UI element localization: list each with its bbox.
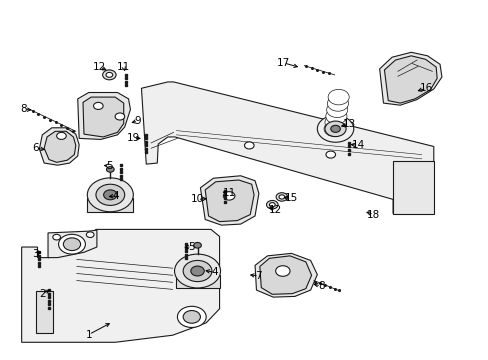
Text: 2: 2 <box>39 289 45 298</box>
Text: 16: 16 <box>419 83 432 93</box>
Circle shape <box>327 89 348 105</box>
Polygon shape <box>78 93 130 139</box>
Circle shape <box>174 254 220 288</box>
Polygon shape <box>87 198 133 212</box>
Circle shape <box>190 266 204 276</box>
Polygon shape <box>36 291 53 333</box>
Circle shape <box>266 201 278 209</box>
Circle shape <box>63 238 81 251</box>
Text: 14: 14 <box>351 140 365 150</box>
Circle shape <box>86 232 94 238</box>
Text: 6: 6 <box>33 143 39 153</box>
Polygon shape <box>392 161 433 213</box>
Circle shape <box>106 167 114 172</box>
Text: 13: 13 <box>342 119 355 129</box>
Circle shape <box>53 234 61 240</box>
Text: 17: 17 <box>277 58 290 68</box>
Polygon shape <box>40 128 79 165</box>
Circle shape <box>57 132 66 139</box>
Circle shape <box>244 142 254 149</box>
Circle shape <box>193 242 201 248</box>
Circle shape <box>93 102 103 109</box>
Circle shape <box>106 72 112 77</box>
Text: 5: 5 <box>106 161 112 171</box>
Text: 8: 8 <box>20 104 27 114</box>
Circle shape <box>325 108 346 124</box>
Polygon shape <box>21 229 219 342</box>
Circle shape <box>325 115 346 130</box>
Circle shape <box>317 116 353 142</box>
Polygon shape <box>141 82 433 213</box>
Circle shape <box>326 102 347 118</box>
Polygon shape <box>44 131 76 162</box>
Circle shape <box>330 125 340 132</box>
Circle shape <box>325 151 335 158</box>
Circle shape <box>325 121 346 136</box>
Circle shape <box>115 113 124 120</box>
Circle shape <box>276 193 287 201</box>
Circle shape <box>103 190 117 200</box>
Circle shape <box>102 70 116 80</box>
Polygon shape <box>205 180 254 222</box>
Text: 3: 3 <box>32 249 39 259</box>
Circle shape <box>223 192 234 200</box>
Polygon shape <box>259 256 311 294</box>
Circle shape <box>183 260 211 282</box>
Polygon shape <box>83 97 123 137</box>
Circle shape <box>279 195 284 199</box>
Circle shape <box>177 306 206 328</box>
Text: 9: 9 <box>135 116 141 126</box>
Text: 1: 1 <box>85 329 92 339</box>
Text: 10: 10 <box>191 194 203 204</box>
Text: 12: 12 <box>93 62 106 72</box>
Circle shape <box>324 121 345 136</box>
Text: 15: 15 <box>284 193 298 203</box>
Circle shape <box>59 234 85 254</box>
Text: 4: 4 <box>113 191 119 201</box>
Text: 12: 12 <box>268 205 282 215</box>
Text: 11: 11 <box>222 188 235 198</box>
Circle shape <box>183 311 200 323</box>
Text: 18: 18 <box>366 210 380 220</box>
Text: 11: 11 <box>117 62 130 72</box>
Circle shape <box>96 184 124 206</box>
Polygon shape <box>176 275 219 288</box>
Text: 19: 19 <box>126 133 140 143</box>
Circle shape <box>275 266 289 276</box>
Polygon shape <box>48 230 97 258</box>
Circle shape <box>327 96 348 111</box>
Polygon shape <box>255 253 317 297</box>
Text: 5: 5 <box>188 242 195 252</box>
Text: 4: 4 <box>211 267 218 278</box>
Text: 7: 7 <box>255 271 262 281</box>
Text: 8: 8 <box>317 281 324 291</box>
Polygon shape <box>379 52 441 105</box>
Polygon shape <box>384 56 436 103</box>
Circle shape <box>269 203 275 207</box>
Circle shape <box>87 178 133 212</box>
Polygon shape <box>200 176 258 225</box>
